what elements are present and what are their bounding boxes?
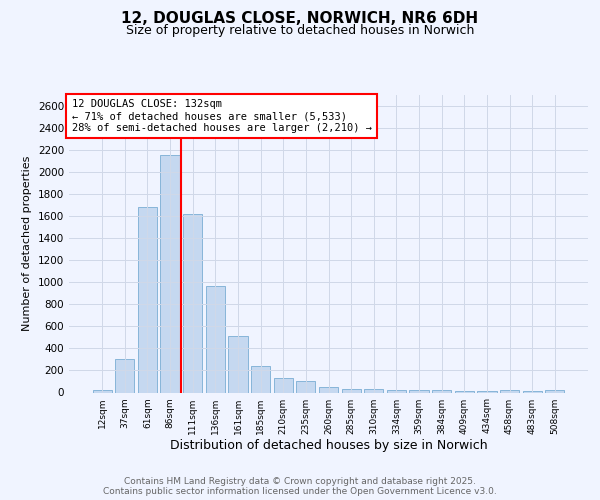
Bar <box>500 390 519 392</box>
Bar <box>115 360 134 392</box>
Bar <box>138 208 157 392</box>
Bar <box>387 390 406 392</box>
Bar <box>160 154 180 392</box>
Bar <box>455 391 474 392</box>
Bar <box>251 366 270 392</box>
Bar <box>545 390 565 392</box>
Bar <box>206 286 225 393</box>
Bar <box>183 214 202 392</box>
Text: Contains HM Land Registry data © Crown copyright and database right 2025.
Contai: Contains HM Land Registry data © Crown c… <box>103 476 497 496</box>
Bar <box>319 387 338 392</box>
Bar <box>432 390 451 392</box>
Bar <box>296 381 316 392</box>
Bar <box>229 336 248 392</box>
Bar <box>364 389 383 392</box>
X-axis label: Distribution of detached houses by size in Norwich: Distribution of detached houses by size … <box>170 440 487 452</box>
Text: 12 DOUGLAS CLOSE: 132sqm
← 71% of detached houses are smaller (5,533)
28% of sem: 12 DOUGLAS CLOSE: 132sqm ← 71% of detach… <box>71 100 371 132</box>
Bar <box>92 390 112 392</box>
Text: 12, DOUGLAS CLOSE, NORWICH, NR6 6DH: 12, DOUGLAS CLOSE, NORWICH, NR6 6DH <box>121 11 479 26</box>
Bar <box>341 388 361 392</box>
Bar <box>409 390 428 392</box>
Y-axis label: Number of detached properties: Number of detached properties <box>22 156 32 332</box>
Bar <box>274 378 293 392</box>
Text: Size of property relative to detached houses in Norwich: Size of property relative to detached ho… <box>126 24 474 37</box>
